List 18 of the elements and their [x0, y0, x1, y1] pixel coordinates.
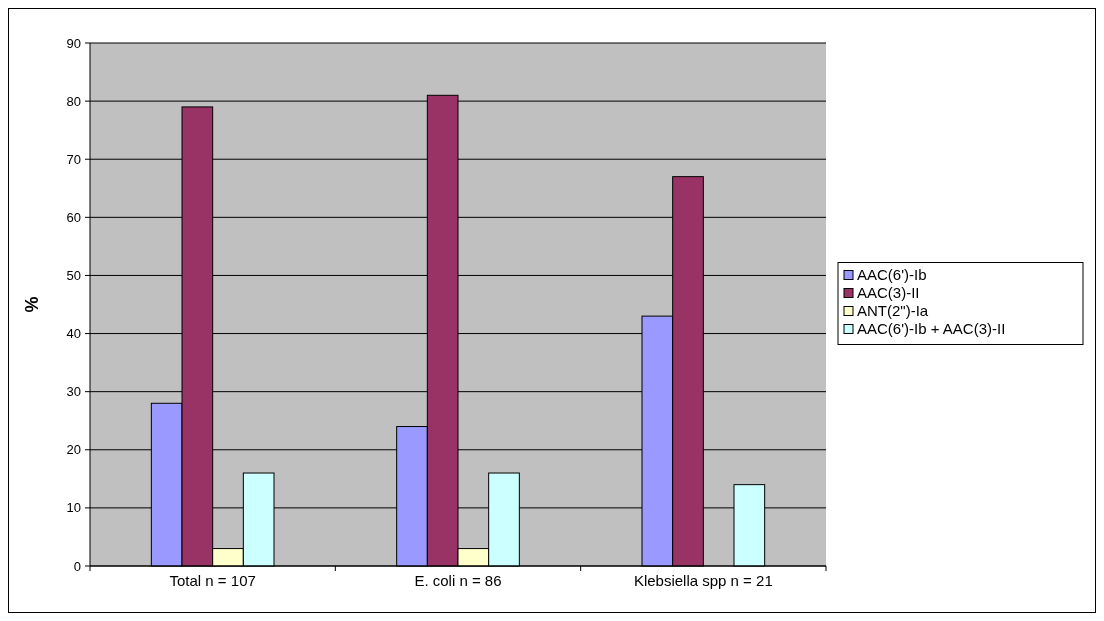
legend-label: AAC(6')-Ib	[857, 265, 927, 283]
y-tick-label: 60	[66, 209, 81, 225]
y-tick-label: 40	[66, 326, 81, 342]
y-tick-label: 0	[73, 558, 81, 574]
y-tick-label: 90	[66, 35, 81, 51]
y-tick-label: 50	[66, 267, 81, 283]
y-axis-title: %	[22, 296, 42, 313]
x-tick-label: Klebsiella spp n = 21	[633, 572, 773, 589]
y-tick-label: 70	[66, 151, 81, 167]
legend-label: AAC(6')-Ib + AAC(3)-II	[857, 319, 1006, 337]
y-tick-label: 80	[66, 93, 81, 109]
y-tick-label: 30	[66, 384, 81, 400]
x-tick-label: E. coli n = 86	[414, 572, 502, 589]
legend-label: AAC(3)-II	[857, 283, 920, 301]
y-tick-label: 10	[66, 500, 81, 516]
x-tick-label: Total n = 107	[169, 572, 256, 589]
y-tick-label: 20	[66, 442, 81, 458]
legend-label: ANT(2")-Ia	[857, 301, 929, 319]
